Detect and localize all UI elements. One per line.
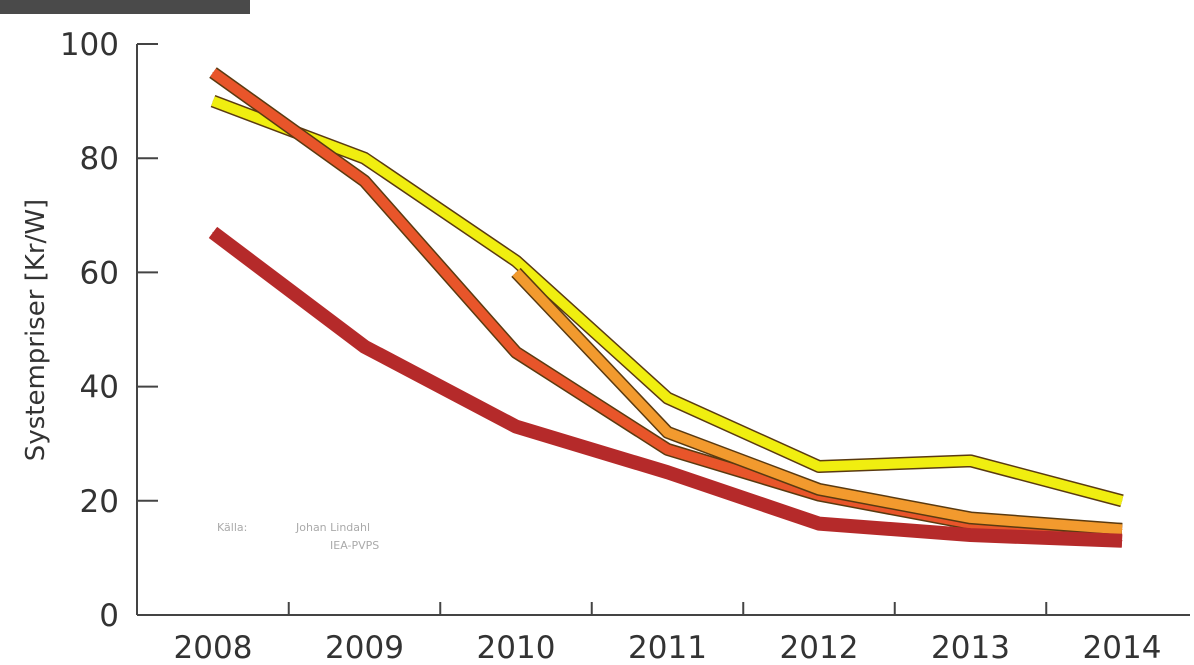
series-group	[208, 67, 1124, 548]
series-point	[364, 180, 365, 182]
series-line-stroke	[512, 268, 1123, 535]
x-tick-label: 2013	[931, 630, 1010, 665]
series-point	[364, 346, 365, 348]
y-axis-label: Systempriser [Kr/W]	[21, 199, 51, 461]
source-organization: IEA-PVPS	[330, 539, 379, 552]
x-tick-label: 2012	[780, 630, 859, 665]
series-line-stroke	[211, 96, 1124, 506]
series-line-outline	[210, 95, 1124, 508]
y-tick-label: 80	[80, 141, 119, 177]
series-line-4	[208, 226, 1123, 548]
series-point	[667, 471, 668, 473]
series-point	[667, 431, 668, 433]
series-point	[970, 534, 971, 536]
series-point	[212, 72, 214, 74]
cropped-title-fragment	[0, 0, 250, 14]
series-line-1	[210, 95, 1124, 508]
series-point	[1121, 540, 1123, 542]
x-tick-label: 2009	[325, 630, 404, 665]
x-tick-label: 2010	[477, 630, 556, 665]
series-point	[1121, 500, 1123, 502]
series-point	[515, 426, 517, 428]
y-ticks: 0 20 40 60 80 100	[60, 27, 158, 634]
x-ticks: 2008 2009 2010 2011 2012 2013 2014	[174, 602, 1162, 665]
source-label: Källa:	[217, 521, 247, 534]
y-tick-label: 60	[80, 255, 119, 291]
series-point	[818, 488, 820, 490]
series-point	[667, 397, 668, 399]
y-tick-label: 40	[80, 370, 119, 406]
y-tick-label: 0	[99, 598, 119, 634]
y-tick-label: 20	[80, 484, 119, 520]
source-author: Johan Lindahl	[295, 521, 370, 534]
x-tick-label: 2008	[174, 630, 253, 665]
x-tick-label: 2014	[1083, 630, 1162, 665]
series-point	[515, 260, 517, 262]
series-line-outline	[208, 226, 1123, 548]
series-point	[212, 100, 214, 102]
axes	[136, 44, 1190, 616]
series-point	[667, 448, 668, 450]
source-annotation: Källa: Johan Lindahl IEA-PVPS	[217, 521, 379, 552]
series-line-3	[511, 267, 1123, 536]
x-tick-label: 2011	[628, 630, 707, 665]
series-point	[970, 517, 971, 519]
series-point	[364, 157, 365, 159]
y-tick-label: 100	[60, 27, 119, 63]
series-point	[1121, 528, 1123, 530]
series-point	[515, 351, 517, 353]
series-point	[212, 231, 214, 233]
series-point	[818, 523, 820, 525]
series-point	[970, 460, 971, 462]
series-point	[515, 271, 517, 273]
series-point	[818, 466, 820, 468]
series-line-stroke	[209, 227, 1123, 547]
